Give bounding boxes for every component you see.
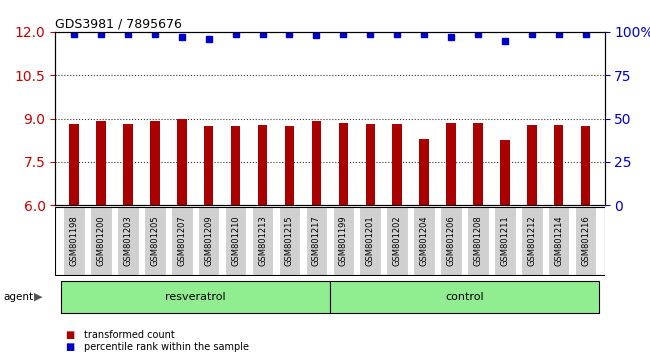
Bar — [204, 126, 213, 205]
FancyBboxPatch shape — [494, 207, 515, 275]
Bar — [312, 121, 321, 205]
FancyBboxPatch shape — [548, 207, 569, 275]
Text: resveratrol: resveratrol — [165, 292, 226, 302]
Text: GSM801199: GSM801199 — [339, 215, 348, 266]
FancyBboxPatch shape — [144, 207, 166, 275]
Bar — [447, 123, 456, 205]
FancyBboxPatch shape — [225, 207, 246, 275]
FancyBboxPatch shape — [171, 207, 192, 275]
Text: GSM801209: GSM801209 — [204, 215, 213, 266]
Text: GSM801202: GSM801202 — [393, 215, 402, 266]
FancyBboxPatch shape — [440, 207, 461, 275]
Text: control: control — [445, 292, 484, 302]
Bar — [285, 126, 294, 205]
Bar — [393, 124, 402, 205]
Text: GSM801211: GSM801211 — [500, 215, 510, 266]
Bar — [150, 121, 160, 205]
Bar — [96, 121, 106, 205]
Text: GSM801210: GSM801210 — [231, 215, 240, 266]
FancyBboxPatch shape — [575, 207, 597, 275]
Bar — [500, 140, 510, 205]
Bar — [365, 124, 375, 205]
Text: GSM801208: GSM801208 — [473, 215, 482, 266]
FancyBboxPatch shape — [386, 207, 408, 275]
FancyBboxPatch shape — [117, 207, 138, 275]
FancyBboxPatch shape — [333, 207, 354, 275]
FancyBboxPatch shape — [521, 207, 543, 275]
FancyBboxPatch shape — [330, 281, 599, 313]
Text: ■: ■ — [65, 330, 74, 339]
Bar — [554, 125, 564, 205]
Text: GSM801212: GSM801212 — [527, 215, 536, 266]
Text: GSM801206: GSM801206 — [447, 215, 456, 266]
Bar — [231, 126, 240, 205]
Bar — [339, 123, 348, 205]
Bar — [177, 119, 187, 205]
Text: GSM801214: GSM801214 — [554, 215, 564, 266]
Text: GSM801215: GSM801215 — [285, 215, 294, 266]
FancyBboxPatch shape — [60, 281, 330, 313]
Text: GSM801201: GSM801201 — [366, 215, 375, 266]
Bar — [124, 124, 133, 205]
Bar — [258, 125, 267, 205]
Bar — [527, 125, 536, 205]
FancyBboxPatch shape — [279, 207, 300, 275]
Text: GSM801198: GSM801198 — [70, 215, 79, 266]
FancyBboxPatch shape — [467, 207, 489, 275]
Text: GSM801213: GSM801213 — [258, 215, 267, 266]
FancyBboxPatch shape — [306, 207, 327, 275]
Text: GSM801217: GSM801217 — [312, 215, 321, 266]
Text: ■: ■ — [65, 342, 74, 352]
FancyBboxPatch shape — [252, 207, 274, 275]
FancyBboxPatch shape — [359, 207, 381, 275]
Text: GSM801216: GSM801216 — [581, 215, 590, 266]
Bar — [70, 124, 79, 205]
Bar — [473, 123, 483, 205]
Text: percentile rank within the sample: percentile rank within the sample — [84, 342, 250, 352]
FancyBboxPatch shape — [198, 207, 220, 275]
Text: transformed count: transformed count — [84, 330, 176, 339]
Text: GSM801205: GSM801205 — [150, 215, 159, 266]
Text: GSM801203: GSM801203 — [124, 215, 133, 266]
Text: ▶: ▶ — [34, 292, 42, 302]
Bar — [419, 139, 429, 205]
Text: agent: agent — [3, 292, 33, 302]
Text: GDS3981 / 7895676: GDS3981 / 7895676 — [55, 18, 182, 31]
FancyBboxPatch shape — [90, 207, 112, 275]
Bar — [581, 126, 590, 205]
Text: GSM801204: GSM801204 — [420, 215, 428, 266]
FancyBboxPatch shape — [413, 207, 435, 275]
FancyBboxPatch shape — [63, 207, 85, 275]
Text: GSM801207: GSM801207 — [177, 215, 187, 266]
Text: GSM801200: GSM801200 — [96, 215, 105, 266]
